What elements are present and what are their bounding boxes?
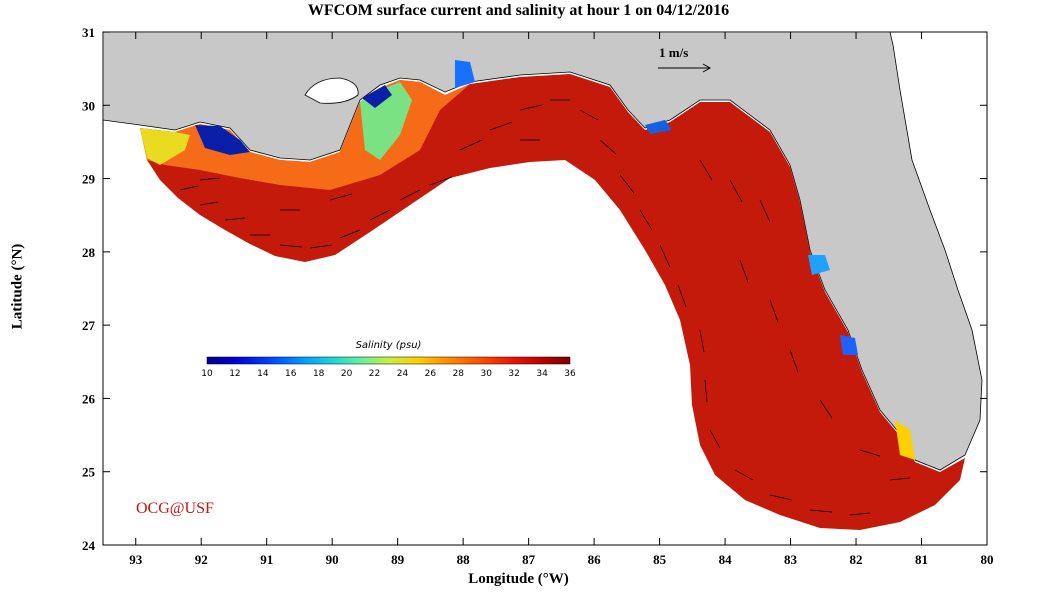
y-tick-label: 27 — [82, 318, 96, 333]
y-axis-label: Latitude (°N) — [9, 243, 26, 330]
colorbar-tick-label: 22 — [369, 369, 380, 379]
colorbar-tick-label: 24 — [397, 369, 409, 379]
x-tick-label: 90 — [326, 552, 339, 567]
colorbar-ticks: 10 12 14 16 18 20 22 24 26 28 30 32 34 36 — [201, 369, 576, 379]
fresh-water-plume — [140, 128, 190, 165]
x-tick-label: 86 — [588, 552, 602, 567]
x-tick-label: 82 — [850, 552, 863, 567]
y-tick-label: 31 — [82, 25, 95, 40]
salinity-field — [140, 74, 965, 530]
scale-label: 1 m/s — [659, 45, 689, 60]
x-tick-label: 92 — [195, 552, 208, 567]
plume-charlotte — [840, 335, 858, 355]
credit-label: OCG@USF — [136, 500, 214, 517]
x-tick-label: 80 — [981, 552, 994, 567]
plume-everglades — [895, 420, 915, 460]
y-tick-label: 24 — [82, 538, 96, 553]
x-tick-label: 81 — [915, 552, 928, 567]
plume-mobile — [455, 60, 475, 88]
x-axis-label: Longitude (°W) — [468, 571, 569, 587]
colorbar-tick-label: 30 — [481, 369, 493, 379]
y-tick-label: 25 — [82, 465, 96, 480]
x-tick-label: 88 — [457, 552, 471, 567]
colorbar-tick-label: 28 — [453, 369, 465, 379]
x-tick-label: 87 — [522, 552, 536, 567]
colorbar-tick-label: 32 — [508, 369, 519, 379]
land-mass — [103, 32, 983, 471]
y-tick-label: 28 — [82, 245, 96, 260]
y-tick-label: 29 — [82, 172, 96, 187]
colorbar-tick-label: 12 — [229, 369, 240, 379]
x-tick-label: 93 — [129, 552, 143, 567]
x-tick-label: 91 — [260, 552, 273, 567]
colorbar-tick-label: 26 — [425, 369, 437, 379]
colorbar-tick-label: 18 — [313, 369, 325, 379]
x-tick-label: 85 — [653, 552, 667, 567]
colorbar-title: Salinity (psu) — [355, 340, 422, 351]
colorbar-tick-label: 20 — [341, 369, 353, 379]
current-vectors — [179, 99, 911, 516]
plume-lake-borgne — [362, 85, 392, 108]
scale-arrow — [658, 63, 712, 73]
colorbar-tick-label: 10 — [201, 369, 213, 379]
x-axis-ticks: 93 92 91 90 89 88 87 86 85 84 83 82 81 80 — [129, 32, 994, 567]
x-tick-label: 84 — [719, 552, 733, 567]
map-title: WFCOM surface current and salinity at ho… — [307, 2, 730, 19]
plume-tampa — [808, 255, 830, 275]
colorbar-tick-label: 36 — [564, 369, 576, 379]
colorbar-tick-label: 34 — [536, 369, 548, 379]
colorbar — [206, 356, 571, 365]
plume-apalachicola — [645, 120, 672, 134]
plume-atchafalaya — [195, 125, 250, 155]
x-tick-label: 89 — [391, 552, 405, 567]
colorbar-tick-label: 16 — [285, 369, 297, 379]
x-tick-label: 83 — [784, 552, 798, 567]
y-tick-label: 26 — [82, 391, 96, 406]
lake-pontchartrain — [304, 77, 359, 104]
y-axis-ticks: 31 30 29 28 27 26 25 24 — [82, 25, 987, 553]
colorbar-tick-label: 14 — [257, 369, 269, 379]
y-tick-label: 30 — [82, 98, 95, 113]
